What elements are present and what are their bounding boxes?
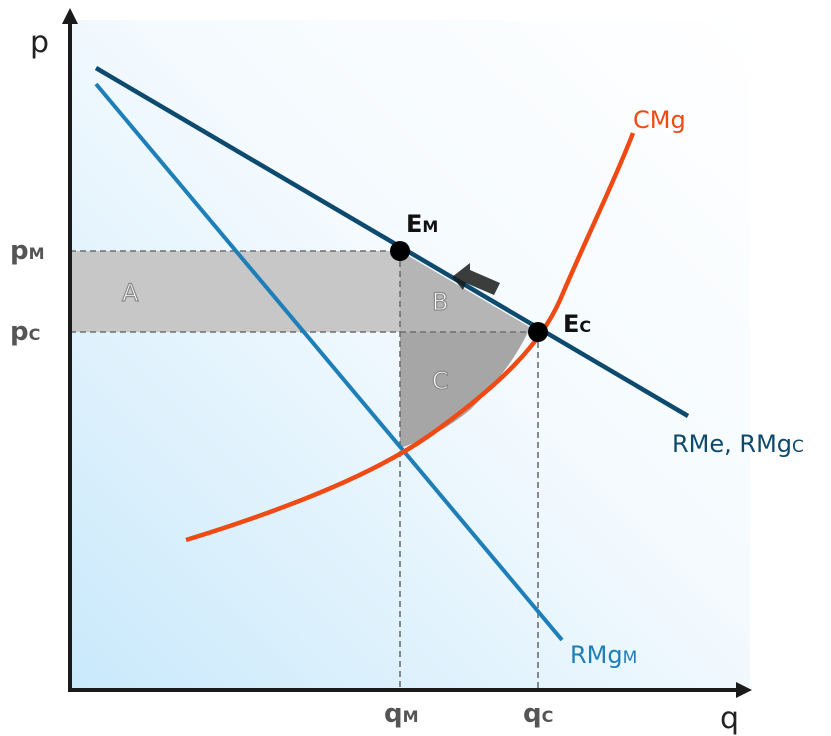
marginal-revenue-label-sub: M: [623, 648, 638, 668]
demand-label: RMe, RMgC: [672, 430, 804, 458]
tick-pm-main: p: [10, 236, 29, 266]
region-c-label: C: [432, 367, 449, 395]
demand-label-main: RMe, RMg: [672, 430, 792, 458]
marginal-revenue-label-main: RMg: [570, 641, 623, 669]
competitive-equilibrium-point: [528, 322, 548, 342]
label-em-sub: M: [422, 217, 438, 236]
marginal-cost-label: CMg: [633, 106, 686, 134]
tick-qm: qM: [384, 699, 419, 729]
demand-line: [94, 66, 690, 418]
tick-pm-sub: M: [29, 244, 45, 263]
tick-qc-sub: C: [542, 707, 554, 726]
tick-pc-main: p: [10, 317, 29, 347]
label-em-main: E: [406, 210, 422, 238]
marginal-revenue-label: RMgM: [570, 641, 637, 669]
x-axis-label: q: [720, 701, 739, 736]
label-em: EM: [406, 210, 438, 238]
marginal-cost-curve: [185, 132, 636, 543]
marginal-revenue-line: [94, 82, 564, 642]
tick-qc: qC: [523, 699, 553, 729]
tick-qc-main: q: [523, 699, 542, 729]
region-b-label: B: [432, 288, 448, 316]
tick-qm-sub: M: [403, 707, 419, 726]
label-ec-sub: C: [579, 317, 591, 336]
y-axis-arrow-icon: [62, 8, 78, 24]
x-axis-arrow-icon: [736, 682, 752, 698]
tick-pm: pM: [10, 236, 45, 266]
label-ec: EC: [563, 310, 591, 338]
region-b-shade: [400, 251, 538, 332]
region-c-shade: [400, 332, 528, 448]
region-a-label: A: [122, 279, 139, 307]
label-ec-main: E: [563, 310, 579, 338]
demand-label-sub: C: [792, 437, 804, 457]
tick-pc: pC: [10, 317, 40, 347]
shift-arrow-icon: [452, 263, 500, 295]
tick-qm-main: q: [384, 699, 403, 729]
y-axis-label: p: [30, 25, 49, 60]
region-a-shade: [70, 251, 400, 332]
tick-pc-sub: C: [29, 325, 41, 344]
monopoly-equilibrium-point: [390, 241, 410, 261]
